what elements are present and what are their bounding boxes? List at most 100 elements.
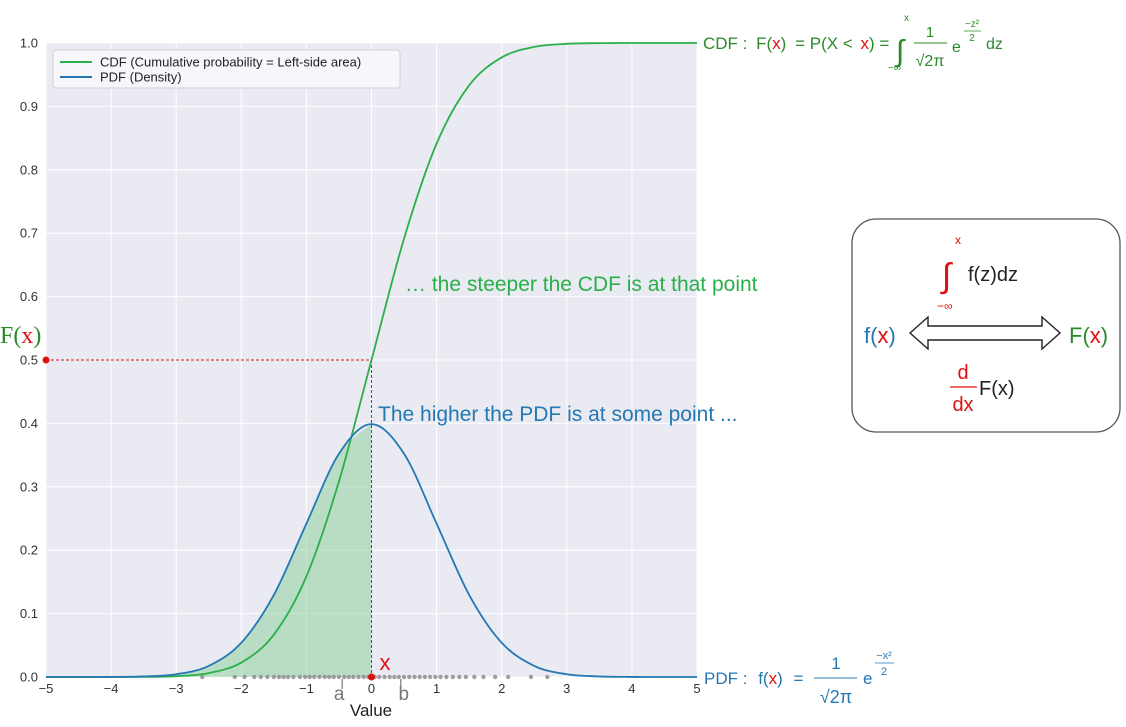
pdf-formula-lhs: PDF : f(x) = — [704, 669, 803, 688]
relation-integrand: f(z)dz — [968, 264, 1018, 286]
sample-point — [322, 674, 327, 680]
x-tick-label: 4 — [628, 681, 635, 696]
marked-point-y — [42, 356, 50, 364]
guide-lines — [46, 359, 372, 677]
annotation-cdf-steeper: … the steeper the CDF is at that point — [405, 273, 758, 296]
sample-point — [506, 674, 511, 680]
samples-strip — [200, 674, 550, 689]
sample-point — [232, 674, 237, 680]
sample-point — [326, 674, 332, 680]
pdf-e: e — [863, 669, 872, 688]
sample-point — [361, 674, 366, 680]
pdf-exp-den: 2 — [881, 666, 887, 678]
sample-point — [258, 674, 264, 680]
cdf-line — [46, 42, 697, 678]
cdf-integral-upper: x — [904, 13, 909, 24]
sample-point — [417, 674, 422, 680]
cdf-formula-close: ) — [781, 34, 787, 53]
sample-point — [200, 674, 205, 680]
sample-point — [492, 674, 498, 680]
axis-ticks: −5 −4 −3 −2 −1 0 1 2 3 4 5 0.0 0.1 0.2 0.3 0.4 0.5 0.6 0.7… — [20, 36, 701, 697]
relation-deriv-target: F(x) — [979, 378, 1015, 400]
legend: CDF (Cumulative probability = Left-side … — [52, 49, 401, 89]
cdf-formula-var: x — [772, 34, 781, 53]
sample-point — [356, 674, 361, 680]
marked-y-label-var: x — [21, 323, 33, 349]
sample-point — [242, 674, 247, 680]
sample-point — [307, 674, 312, 680]
cdf-formula-mid: = P(X < — [795, 34, 853, 53]
sample-point — [317, 674, 322, 680]
y-tick-label: 0.7 — [20, 226, 38, 241]
sample-point — [407, 674, 412, 680]
sample-point — [351, 674, 356, 680]
relation-right-f: F( — [1069, 323, 1090, 348]
shaded-area — [46, 424, 372, 678]
sample-point — [377, 674, 382, 680]
sample-point — [463, 674, 469, 680]
sample-point — [281, 674, 286, 680]
cdf-formula-mid-close: ) = — [869, 34, 889, 53]
cdf-formula: CDF : F(x) = P(X < x) = ∫ x −∞ 1 √2π e −… — [703, 13, 1003, 74]
x-tick-label: 5 — [693, 681, 700, 696]
x-tick-label: −5 — [39, 681, 54, 696]
x-tick-label: −1 — [299, 681, 314, 696]
relation-right-close: ) — [1101, 323, 1108, 348]
sample-point — [312, 674, 317, 680]
sample-point — [382, 674, 387, 680]
pdf-formula: PDF : f(x) = 1 √2π e −x² 2 — [704, 650, 894, 707]
relation-integral-upper: x — [955, 233, 961, 247]
legend-box — [52, 49, 401, 89]
sample-point — [422, 674, 428, 680]
sample-point — [444, 674, 449, 680]
cdf-e: e — [952, 39, 961, 56]
pdf-line — [45, 423, 698, 678]
y-tick-label: 0.8 — [20, 162, 38, 177]
sample-point — [457, 674, 462, 680]
cdf-exp-num: −z² — [965, 19, 980, 30]
sample-point — [392, 674, 397, 680]
interval-label-b: b — [399, 684, 410, 705]
cdf-formula-lhs: CDF : F(x) = P(X < x) = — [703, 34, 889, 53]
legend-label-pdf: PDF (Density) — [100, 70, 182, 85]
pdf-formula-f: f( — [758, 669, 769, 688]
x-tick-label: −4 — [104, 681, 119, 696]
sample-point — [433, 674, 438, 680]
relation-integral-sign: ∫ — [940, 257, 953, 295]
y-tick-label: 0.5 — [20, 353, 38, 368]
cdf-integral-lower: −∞ — [888, 63, 901, 74]
x-tick-label: 3 — [563, 681, 570, 696]
y-tick-label: 0.2 — [20, 543, 38, 558]
y-tick-label: 0.3 — [20, 479, 38, 494]
x-tick-label: −3 — [169, 681, 184, 696]
pdf-formula-close: ) — [777, 669, 783, 688]
cdf-formula-mid-var: x — [860, 34, 869, 53]
relation-integral-lower: −∞ — [937, 299, 953, 313]
x-tick-label: 0 — [368, 681, 375, 696]
sample-point — [545, 674, 550, 680]
sample-point — [346, 674, 351, 680]
pdf-formula-var: x — [769, 669, 778, 688]
marked-point-x — [368, 673, 375, 681]
sample-point — [401, 674, 407, 680]
series-lines — [45, 42, 698, 678]
relation-left-close: ) — [888, 323, 895, 348]
sample-point — [265, 674, 270, 680]
sample-point — [252, 674, 257, 680]
y-tick-label: 0.4 — [20, 416, 38, 431]
cdf-frac-num: 1 — [926, 24, 934, 41]
double-arrow-icon — [908, 315, 1062, 351]
relation-left-label: f(x) — [864, 323, 896, 348]
sample-point — [336, 674, 342, 680]
sample-point — [331, 674, 336, 680]
sample-point — [396, 674, 402, 680]
cdf-exp-den: 2 — [969, 33, 975, 44]
marked-y-label-suffix: ) — [33, 323, 41, 349]
legend-label-cdf: CDF (Cumulative probability = Left-side … — [100, 55, 361, 70]
sample-point — [412, 674, 417, 680]
x-tick-label: 2 — [498, 681, 505, 696]
pdf-frac-den: √2π — [820, 687, 852, 707]
sample-point — [387, 674, 392, 680]
sample-point — [285, 674, 291, 680]
